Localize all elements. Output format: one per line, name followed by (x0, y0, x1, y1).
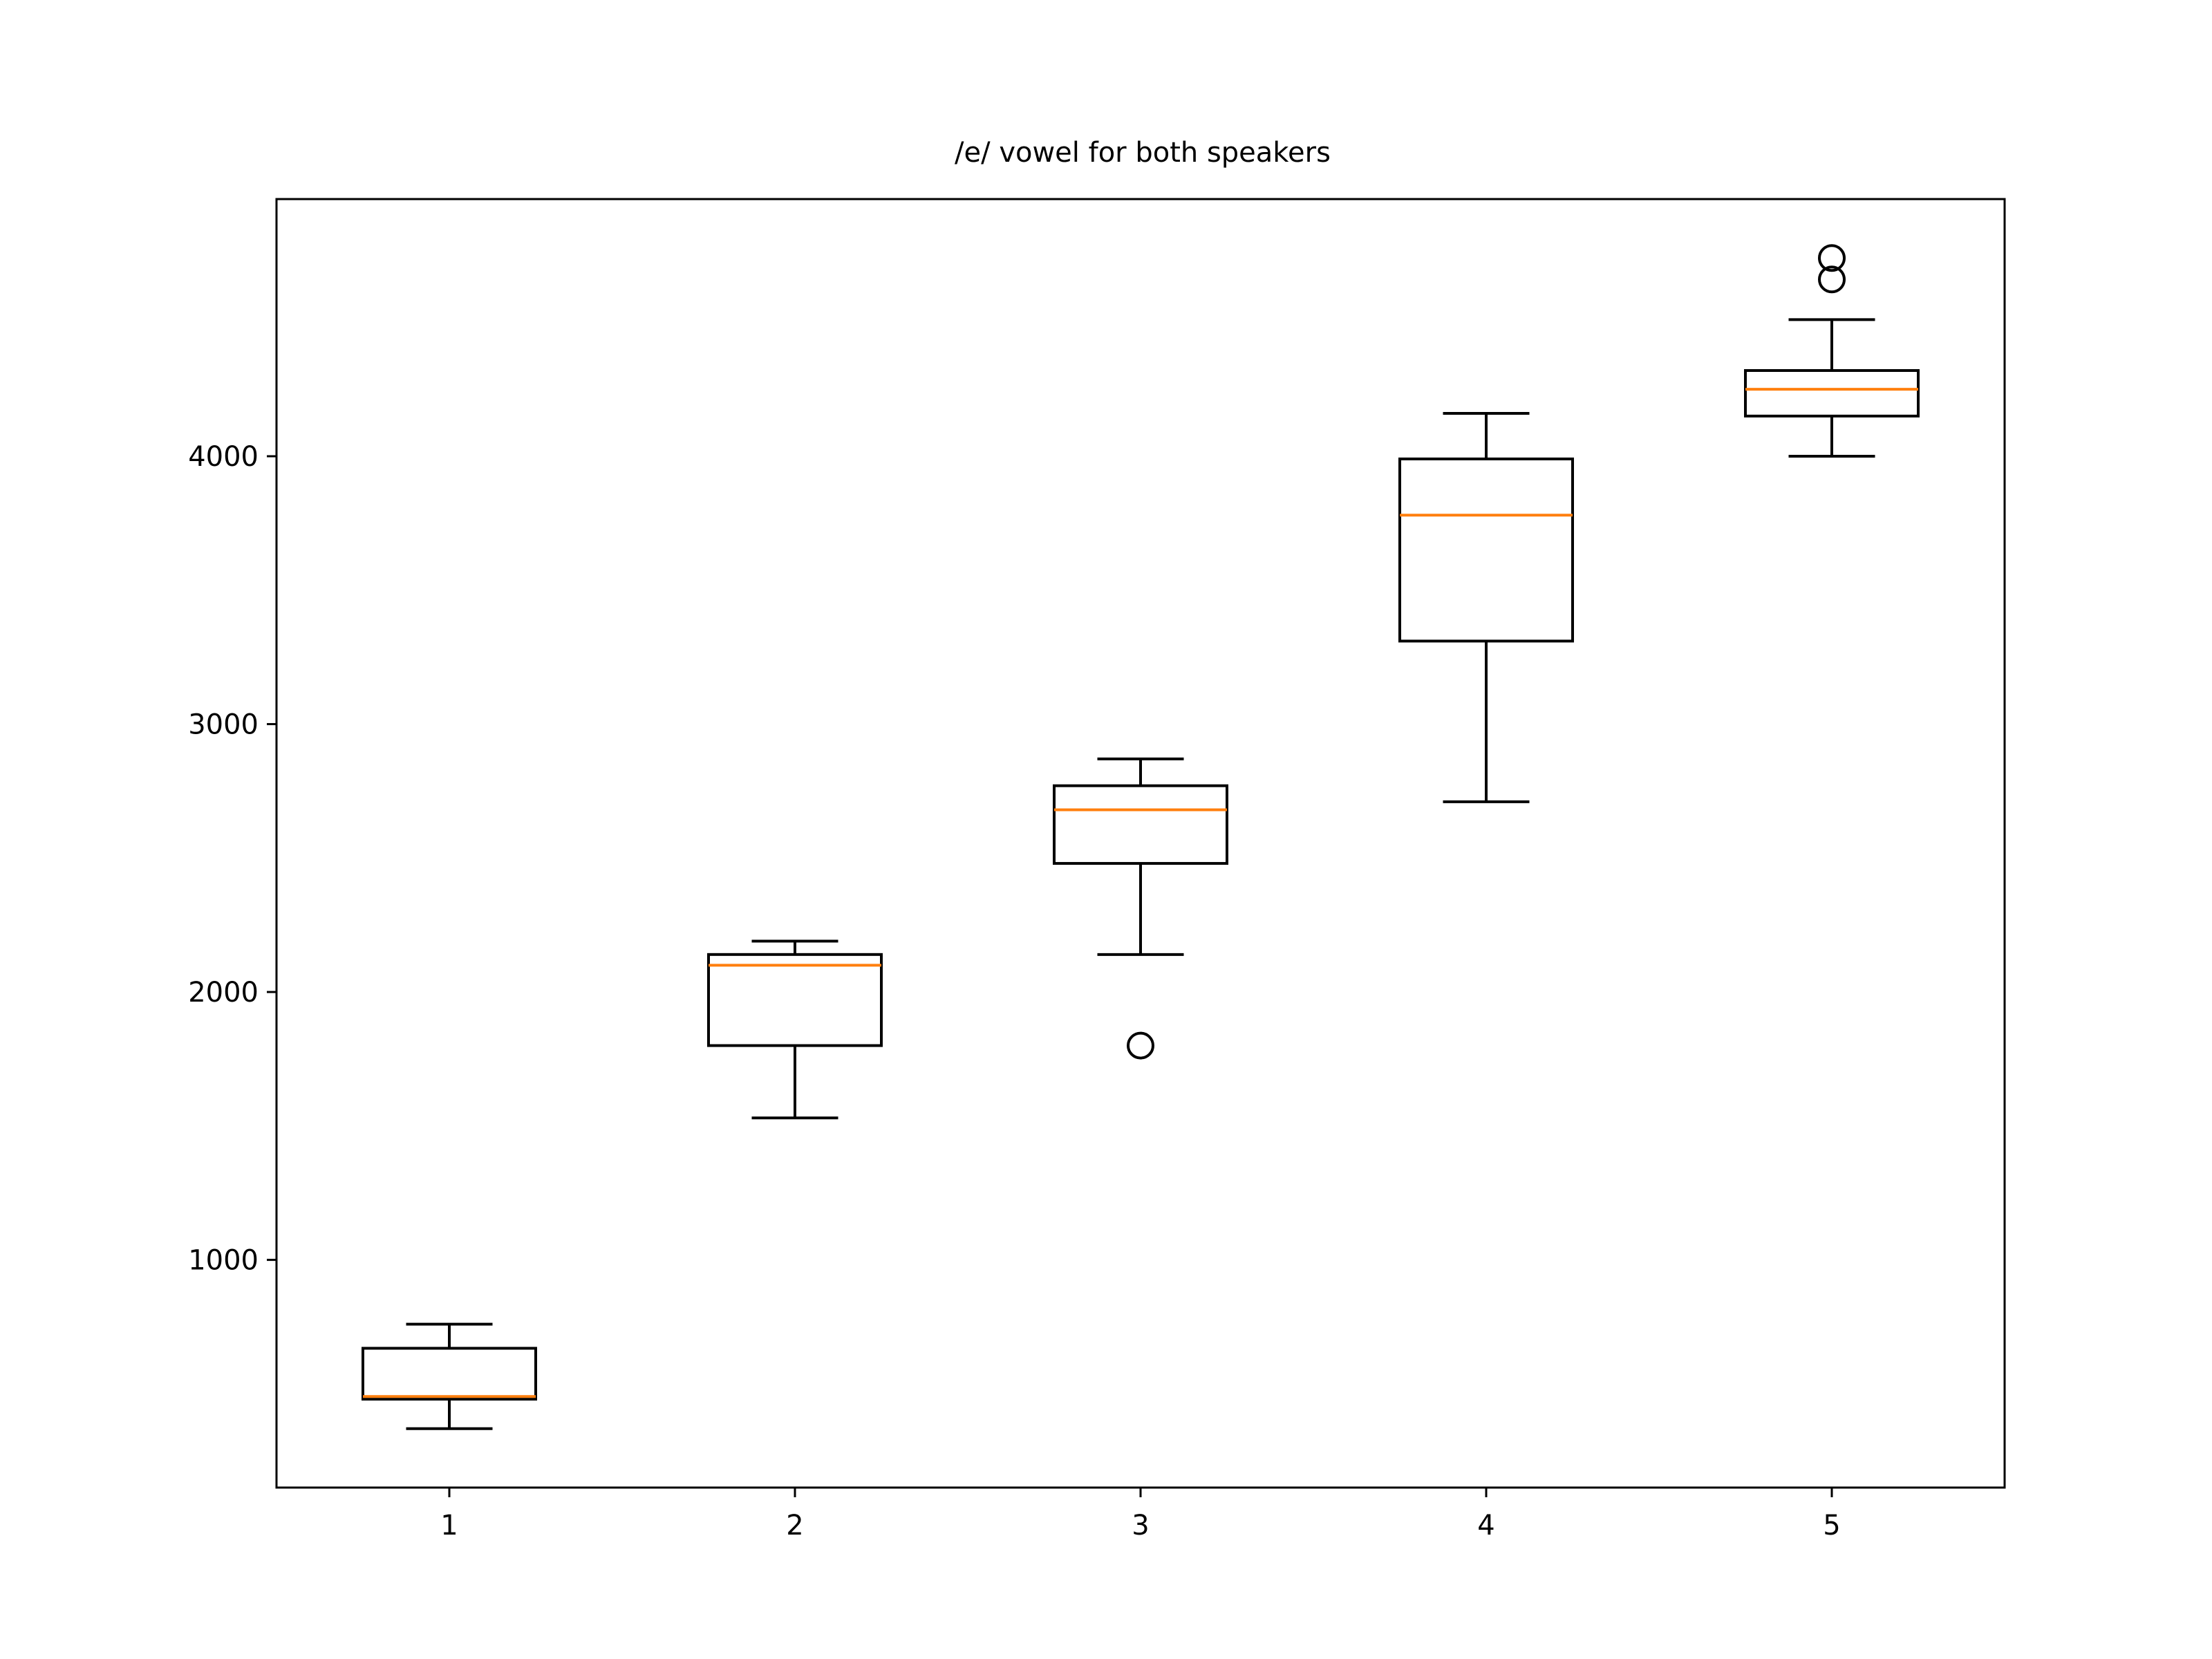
box-group-3 (1053, 757, 1228, 1060)
box-1 (362, 1347, 537, 1401)
plot-area (276, 199, 2005, 1488)
x-tick-label-1: 1 (440, 1510, 458, 1541)
outlier-3-1 (1127, 1031, 1154, 1060)
y-tick-label-4000: 4000 (188, 441, 259, 473)
box-3 (1053, 784, 1228, 865)
axes-background (276, 199, 2005, 1488)
y-axis: 1000 2000 3000 4000 (188, 441, 276, 1277)
box-group-5 (1744, 244, 1920, 458)
x-tick-label-3: 3 (1132, 1510, 1149, 1541)
y-tick-label-3000: 3000 (188, 709, 259, 741)
boxes-layer (362, 244, 1920, 1430)
box-group-1 (362, 1322, 537, 1430)
box-group-4 (1398, 412, 1574, 803)
box-2 (707, 953, 883, 1047)
y-tick-label-1000: 1000 (188, 1245, 259, 1277)
x-tick-label-5: 5 (1823, 1510, 1840, 1541)
x-tick-label-2: 2 (786, 1510, 803, 1541)
outlier-5-2 (1818, 244, 1846, 272)
box-4 (1398, 457, 1574, 643)
chart-title: /e/ vowel for both speakers (955, 137, 1331, 169)
y-tick-label-2000: 2000 (188, 977, 259, 1009)
axes-frame (275, 198, 2006, 1489)
x-tick-label-4: 4 (1477, 1510, 1494, 1541)
box-group-2 (707, 939, 883, 1120)
outlier-5-1 (1818, 265, 1846, 294)
x-axis: 1 2 3 4 5 (440, 1488, 1841, 1541)
box-5 (1744, 369, 1920, 418)
